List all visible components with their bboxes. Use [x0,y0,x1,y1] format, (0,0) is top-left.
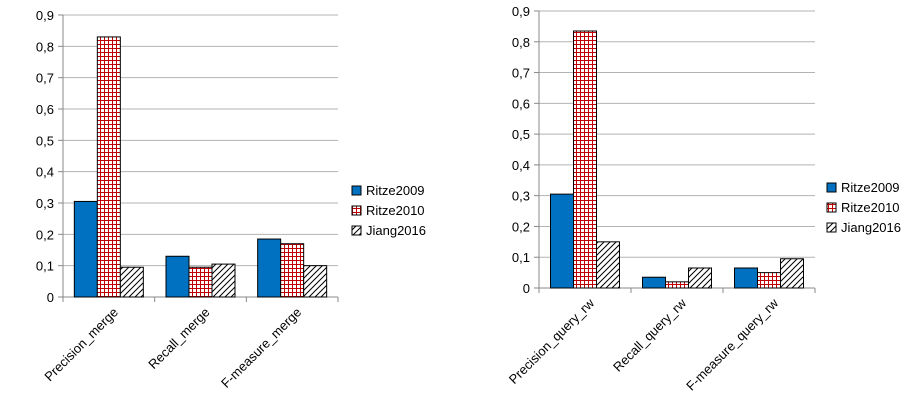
y-tick-label: 0,2 [512,219,530,234]
chart-query-rw: 0 0,1 0,2 0,3 0,4 0,5 0,6 0,7 0,8 0,9 Precision_qu… [506,4,901,393]
legend-swatch [351,225,362,236]
bar-ritze2009-recall-merge [165,255,190,298]
bar-ritze2010-precision-merge [96,36,121,298]
legend-swatch [826,222,837,233]
y-tick-label: 0 [47,290,54,305]
legend-label: Ritze2009 [841,180,900,195]
y-tick-label: 0,8 [36,39,54,54]
y-tick-label: 0,8 [512,35,530,50]
y-tick-label: 0,7 [512,66,530,81]
bar-ritze2010-f-measure-query-rw [757,272,781,289]
bar-ritze2010-recall-merge [188,266,213,298]
y-tick-label: 0,9 [36,8,54,23]
y-tick-label: 0,6 [36,102,54,117]
legend-swatch [826,182,837,193]
x-category-label: Precision_query_rw [506,295,598,387]
legend-label: Ritze2010 [366,203,425,218]
y-tick-label: 0,4 [512,158,530,173]
bar-ritze2010-f-measure-merge [280,243,305,298]
bar-ritze2010-recall-query-rw [665,281,689,289]
bar-jiang2016-f-measure-merge [303,265,328,298]
bar-jiang2016-precision-query-rw [596,241,620,289]
legend-label: Ritze2010 [841,200,900,215]
bar-ritze2009-f-measure-merge [257,238,282,298]
legend-label: Ritze2009 [366,183,425,198]
y-tick-label: 0,5 [36,133,54,148]
bar-jiang2016-recall-query-rw [688,267,712,289]
bar-ritze2009-precision-query-rw [550,193,574,289]
bar-ritze2010-precision-query-rw [573,30,597,289]
y-tick-label: 0,9 [512,4,530,19]
bar-ritze2009-f-measure-query-rw [734,267,758,289]
x-category-label: F-measure_merge [218,305,304,391]
y-tick-label: 0,3 [512,189,530,204]
x-category-label: F-measure_query_rw [683,295,781,393]
y-tick-label: 0,4 [36,165,54,180]
bar-jiang2016-recall-merge [211,263,236,298]
y-tick-label: 0 [523,281,530,296]
bar-ritze2009-precision-merge [73,200,98,298]
y-tick-label: 0,1 [36,259,54,274]
bar-jiang2016-precision-merge [119,266,144,298]
legend-swatch [351,205,362,216]
y-tick-label: 0,2 [36,227,54,242]
legend-swatch [351,185,362,196]
y-tick-label: 0,1 [512,250,530,265]
y-tick-label: 0,3 [36,196,54,211]
y-tick-label: 0,6 [512,96,530,111]
legend-label: Jiang2016 [366,223,426,238]
x-category-label: Recall_merge [145,305,212,372]
y-tick-label: 0,7 [36,71,54,86]
bar-jiang2016-f-measure-query-rw [780,258,804,289]
y-tick-label: 0,5 [512,127,530,142]
x-category-label: Precision_merge [41,305,121,385]
bar-ritze2009-recall-query-rw [642,276,666,289]
x-category-label: Recall_query_rw [610,295,690,375]
legend-label: Jiang2016 [841,220,901,235]
chart-merge: 0 0,1 0,2 0,3 0,4 0,5 0,6 0,7 0,8 0,9 Precision_me… [36,8,426,391]
legend-swatch [826,202,837,213]
